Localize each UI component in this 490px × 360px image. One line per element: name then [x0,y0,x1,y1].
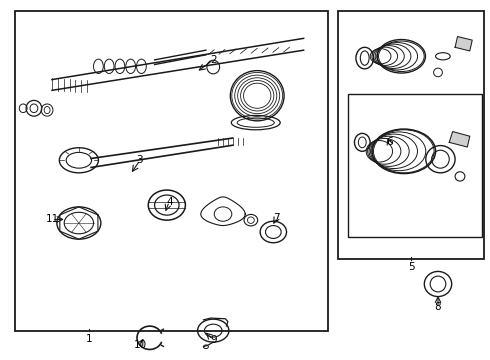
Text: 4: 4 [166,197,172,207]
Polygon shape [449,132,470,147]
Text: 5: 5 [408,262,415,272]
Text: 7: 7 [273,213,280,222]
Text: 3: 3 [137,155,143,165]
Text: 2: 2 [210,55,217,65]
Bar [338,12,485,259]
Text: 9: 9 [210,334,217,345]
Polygon shape [455,37,472,51]
Text: 10: 10 [133,340,147,350]
Text: 8: 8 [435,302,441,312]
Text: 1: 1 [85,333,92,343]
Bar [347,94,482,237]
Bar [15,12,328,330]
Text: 6: 6 [386,138,392,147]
Text: 11: 11 [46,215,59,224]
